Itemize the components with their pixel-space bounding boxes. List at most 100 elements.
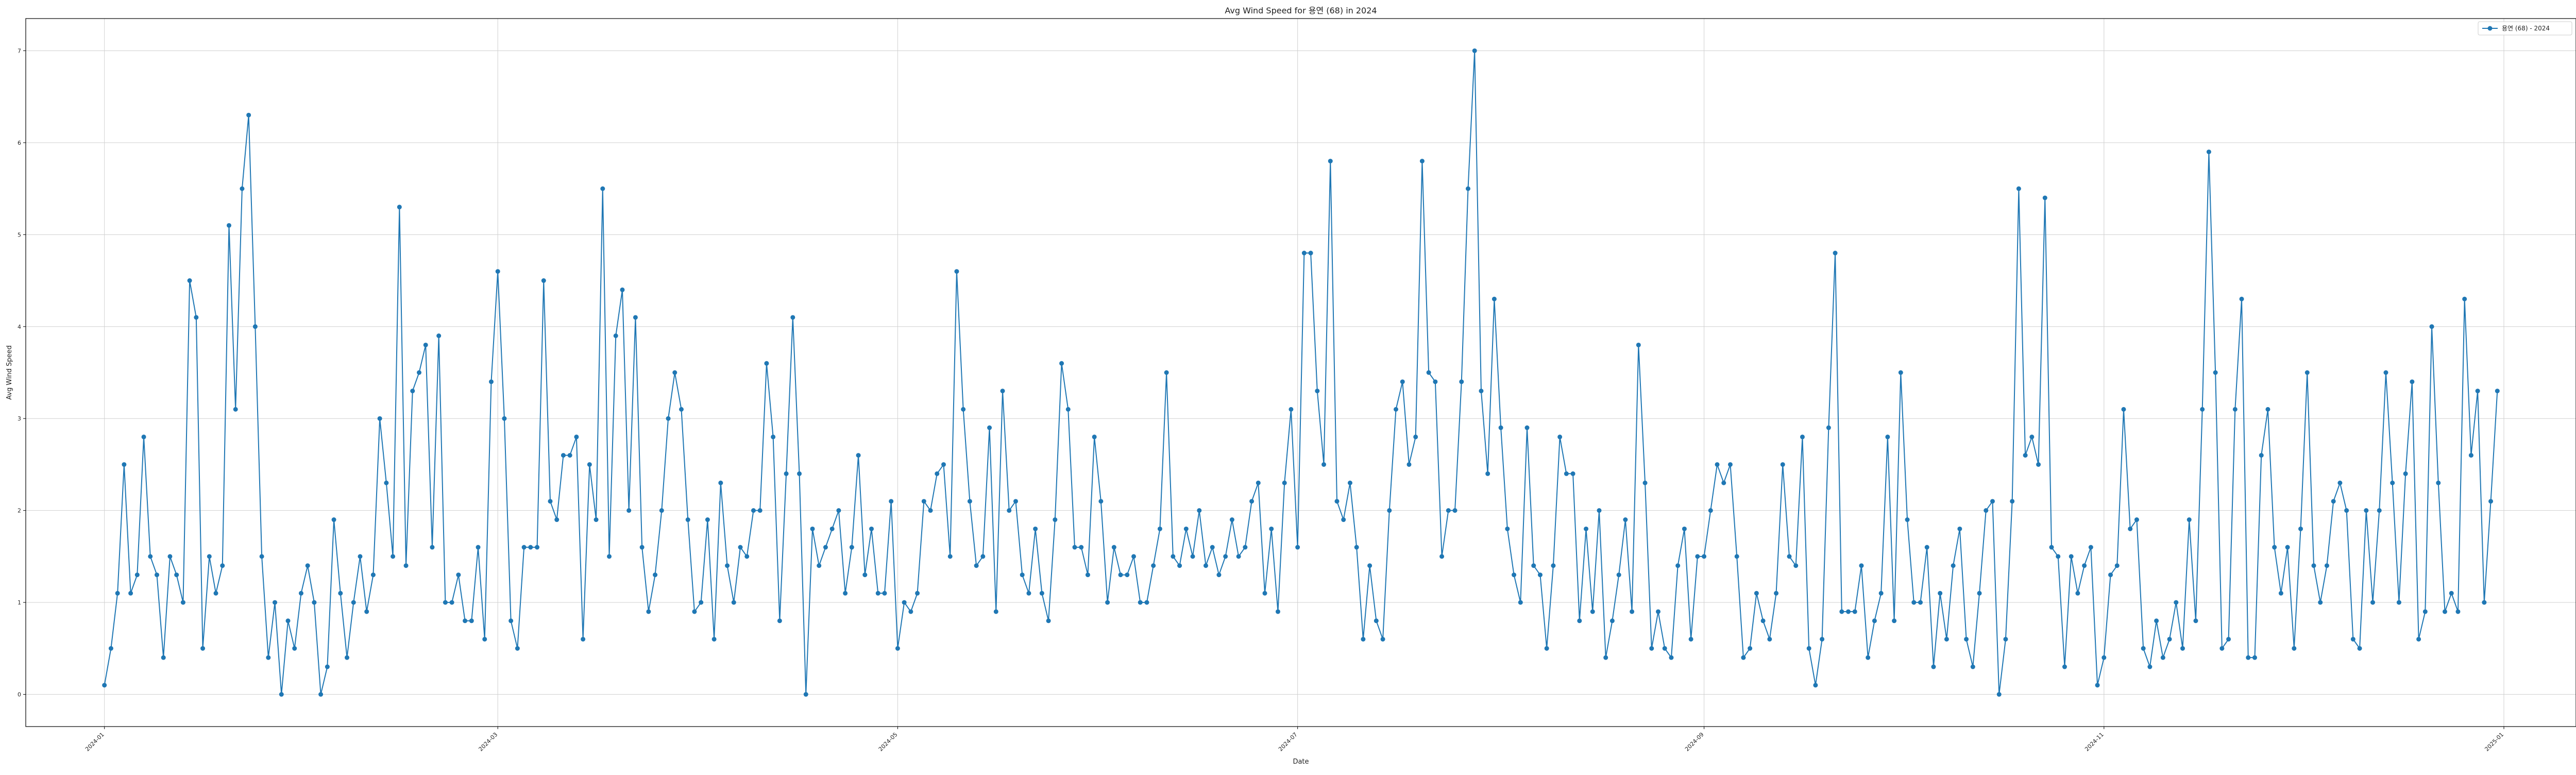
data-point [1479, 389, 1484, 394]
data-point [1748, 646, 1753, 651]
legend: 용연 (68) - 2024 [2478, 21, 2572, 36]
data-point [2042, 195, 2047, 200]
data-point [1931, 664, 1936, 669]
data-point [273, 600, 278, 605]
data-point [331, 517, 336, 523]
data-point [220, 563, 225, 568]
data-point [122, 462, 127, 467]
data-point [613, 333, 618, 339]
data-point [1780, 462, 1785, 467]
data-point [1026, 591, 1031, 596]
data-point [1577, 618, 1582, 624]
data-point [1708, 508, 1713, 513]
data-point [935, 471, 940, 476]
data-point [1243, 545, 1248, 550]
data-point [1905, 517, 1910, 523]
data-point [2069, 554, 2074, 559]
data-point [252, 324, 258, 329]
data-point [115, 591, 120, 596]
data-point [1498, 425, 1503, 430]
data-point [2167, 636, 2172, 642]
data-point [1138, 600, 1143, 605]
data-point [456, 572, 461, 578]
data-point [672, 370, 677, 375]
data-point [449, 600, 454, 605]
data-point [1275, 609, 1280, 614]
data-point [987, 425, 992, 430]
data-point [502, 416, 507, 421]
data-point [403, 563, 409, 568]
data-point [1282, 480, 1287, 485]
data-point [1977, 591, 1982, 596]
y-tick-label: 0 [18, 692, 21, 698]
data-point [1774, 591, 1779, 596]
data-point [417, 370, 421, 375]
data-point [1190, 554, 1195, 559]
data-point [148, 554, 153, 559]
data-point [921, 499, 926, 504]
data-point [266, 655, 271, 660]
data-point [161, 655, 166, 660]
data-point [1669, 655, 1674, 660]
data-point [1183, 526, 1189, 531]
data-point [1092, 434, 1097, 440]
data-point [777, 618, 782, 624]
data-point [1262, 591, 1267, 596]
data-point [1394, 407, 1399, 412]
data-point [1321, 462, 1327, 467]
data-point [2056, 554, 2061, 559]
data-point [2259, 453, 2264, 458]
data-point [1957, 526, 1962, 531]
data-point [1105, 600, 1110, 605]
data-point [108, 646, 113, 651]
data-point [915, 591, 920, 596]
data-point [1885, 434, 1890, 440]
data-point [233, 407, 238, 412]
data-point [2429, 324, 2434, 329]
data-point [764, 361, 769, 366]
data-point [1826, 425, 1831, 430]
data-point [1570, 471, 1575, 476]
data-point [810, 526, 815, 531]
data-point [1289, 407, 1294, 412]
data-point [2206, 149, 2211, 155]
data-point [1433, 379, 1438, 384]
data-point [967, 499, 972, 504]
data-point [423, 342, 428, 347]
data-point [718, 480, 723, 485]
data-point [298, 591, 303, 596]
data-point [325, 664, 330, 669]
data-point [856, 453, 861, 458]
data-point [2331, 499, 2336, 504]
data-point [1361, 636, 1366, 642]
data-point [1171, 554, 1176, 559]
data-point [993, 609, 998, 614]
data-point [167, 554, 173, 559]
data-point [2128, 526, 2133, 531]
data-point [1007, 508, 1012, 513]
y-tick-label: 4 [18, 324, 21, 330]
data-point [174, 572, 179, 578]
plot-frame [25, 18, 2576, 727]
data-point [187, 278, 192, 283]
data-point [817, 563, 822, 568]
data-point [751, 508, 756, 513]
data-point [2075, 591, 2080, 596]
x-axis-label: Date [1293, 758, 1309, 766]
data-point [1210, 545, 1215, 550]
data-point [1695, 554, 1700, 559]
data-point [790, 315, 795, 320]
data-point [1557, 434, 1563, 440]
data-point [843, 591, 848, 596]
data-point [259, 554, 264, 559]
data-point [574, 434, 579, 440]
y-tick-label: 5 [18, 231, 21, 238]
data-point [2134, 517, 2139, 523]
data-point [2377, 508, 2382, 513]
data-point [279, 692, 284, 697]
data-point [1688, 636, 1693, 642]
data-point [1347, 480, 1352, 485]
data-point [1512, 572, 1517, 578]
y-tick-label: 7 [18, 47, 21, 54]
data-point [548, 499, 553, 504]
